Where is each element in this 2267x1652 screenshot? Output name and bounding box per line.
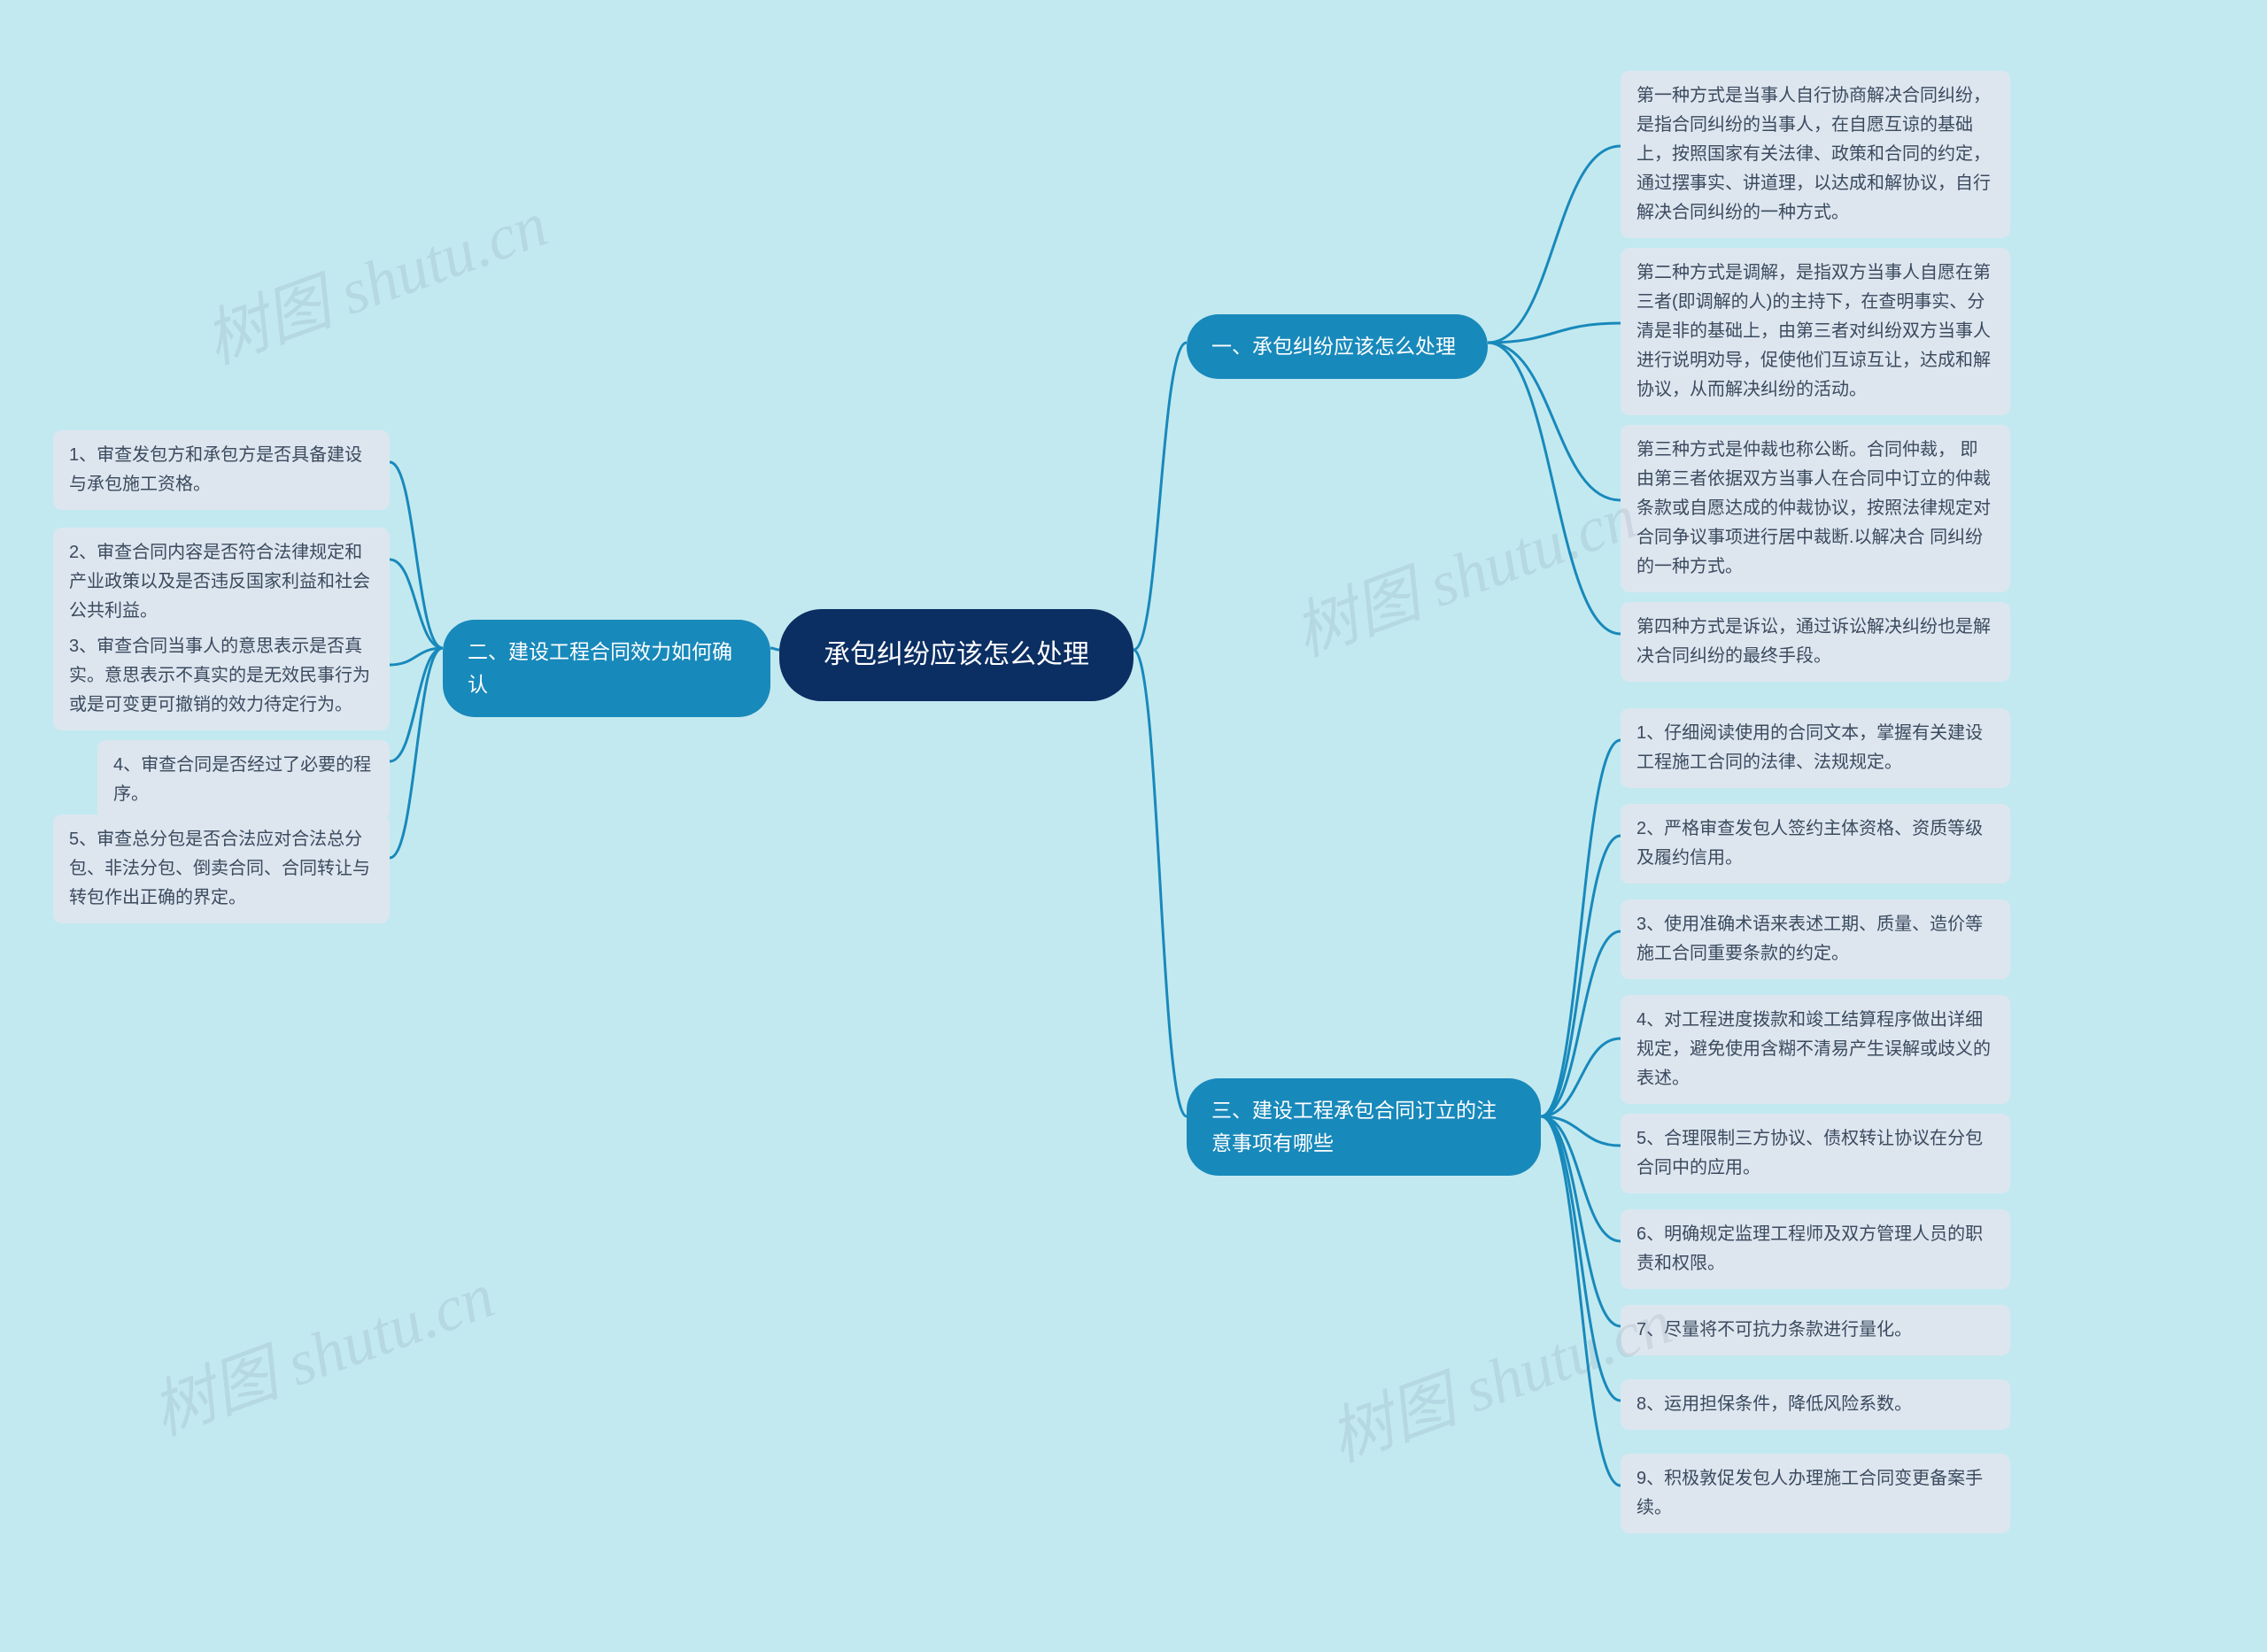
leaf-node: 1、审查发包方和承包方是否具备建设与承包施工资格。 (53, 430, 390, 510)
leaf-node: 4、审查合同是否经过了必要的程序。 (97, 740, 390, 820)
leaf-node: 2、审查合同内容是否符合法律规定和产业政策以及是否违反国家利益和社会公共利益。 (53, 528, 390, 637)
leaf-node: 第四种方式是诉讼，通过诉讼解决纠纷也是解决合同纠纷的最终手段。 (1621, 602, 2010, 682)
watermark: 树图 shutu.cn (136, 1243, 505, 1453)
branch-node: 二、建设工程合同效力如何确认 (443, 620, 770, 717)
watermark: 树图 shutu.cn (1314, 1270, 1683, 1479)
leaf-node: 1、仔细阅读使用的合同文本，掌握有关建设工程施工合同的法律、法规规定。 (1621, 708, 2010, 788)
leaf-node: 7、尽量将不可抗力条款进行量化。 (1621, 1305, 2010, 1355)
branch-node: 三、建设工程承包合同订立的注意事项有哪些 (1187, 1078, 1541, 1176)
leaf-node: 第一种方式是当事人自行协商解决合同纠纷，是指合同纠纷的当事人，在自愿互谅的基础上… (1621, 71, 2010, 238)
leaf-node: 4、对工程进度拨款和竣工结算程序做出详细规定，避免使用含糊不清易产生误解或歧义的… (1621, 995, 2010, 1104)
leaf-node: 2、严格审查发包人签约主体资格、资质等级及履约信用。 (1621, 804, 2010, 884)
leaf-node: 3、审查合同当事人的意思表示是否真实。意思表示不真实的是无效民事行为或是可变更可… (53, 621, 390, 730)
watermark: 树图 shutu.cn (190, 172, 558, 382)
watermark: 树图 shutu.cn (1279, 464, 1647, 674)
leaf-node: 5、审查总分包是否合法应对合法总分包、非法分包、倒卖合同、合同转让与转包作出正确… (53, 814, 390, 923)
leaf-node: 3、使用准确术语来表述工期、质量、造价等施工合同重要条款的约定。 (1621, 899, 2010, 979)
root-node: 承包纠纷应该怎么处理 (779, 609, 1134, 701)
leaf-node: 8、运用担保条件，降低风险系数。 (1621, 1379, 2010, 1430)
leaf-node: 5、合理限制三方协议、债权转让协议在分包合同中的应用。 (1621, 1114, 2010, 1193)
leaf-node: 第三种方式是仲裁也称公断。合同仲裁， 即由第三者依据双方当事人在合同中订立的仲裁… (1621, 425, 2010, 592)
leaf-node: 第二种方式是调解，是指双方当事人自愿在第三者(即调解的人)的主持下，在查明事实、… (1621, 248, 2010, 415)
branch-node: 一、承包纠纷应该怎么处理 (1187, 314, 1488, 379)
leaf-node: 9、积极敦促发包人办理施工合同变更备案手续。 (1621, 1454, 2010, 1533)
leaf-node: 6、明确规定监理工程师及双方管理人员的职责和权限。 (1621, 1209, 2010, 1289)
